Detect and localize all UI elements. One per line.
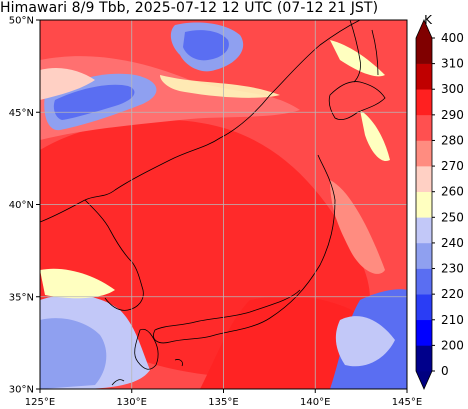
colorbar-label-200: 200 [441, 338, 464, 352]
longitude-ticks [39, 389, 408, 393]
colorbar-segment [416, 217, 432, 244]
colorbar-label-290: 290 [441, 108, 464, 122]
coastline-korea [84, 199, 144, 311]
colorbar-label-210: 210 [441, 313, 464, 327]
colorbar-unit: K [424, 13, 433, 27]
colorbar-labels: 200 210 220 230 240 250 260 270 280 290 300 310 400 0 [441, 31, 464, 378]
graticule [40, 20, 407, 389]
colorbar-segment [416, 191, 432, 218]
colorbar-ticks [432, 37, 435, 372]
colorbar-label-310: 310 [441, 57, 464, 71]
colorbar: K 200 210 220 230 240 250 260 270 280 290 300 310 40… [415, 13, 464, 390]
colorbar-segment [416, 63, 432, 90]
lon-label-140e: 140°E [300, 397, 330, 408]
colorbar-segments [415, 19, 433, 390]
coastline-sakhalin [349, 20, 361, 83]
lat-label-35n: 35°N [9, 292, 34, 303]
colorbar-label-220: 220 [441, 287, 464, 301]
tbb-field-cold-cloud-southwest-core [40, 318, 107, 389]
colorbar-label-400: 400 [441, 31, 464, 45]
coastlines [40, 20, 386, 386]
colorbar-segment [416, 345, 432, 372]
coastline-south-islands [111, 359, 183, 386]
tbb-field-cloud-band-east [330, 180, 385, 274]
coastline-kyushu [134, 328, 159, 370]
tbb-field-warm-southeast [200, 296, 383, 389]
lon-label-145e: 145°E [392, 397, 422, 408]
latitude-ticks [36, 19, 40, 390]
lat-label-40n: 40°N [9, 200, 34, 211]
tbb-field-cold-cloud-north-core [183, 30, 229, 61]
colorbar-label-300: 300 [441, 82, 464, 96]
colorbar-segment [416, 294, 432, 321]
colorbar-label-260: 260 [441, 185, 464, 199]
colorbar-label-230: 230 [441, 262, 464, 276]
colorbar-label-0: 0 [441, 364, 449, 378]
lat-label-50n: 50°N [9, 16, 34, 27]
coastline-mainland [40, 20, 361, 223]
colorbar-label-250: 250 [441, 210, 464, 224]
tbb-field-cloud-edge-southwest [40, 268, 115, 299]
tbb-field-cloud-edge-northeast [330, 40, 385, 77]
map-title: Himawari 8/9 Tbb, 2025-07-12 12 UTC (07-… [0, 0, 379, 16]
colorbar-extend-low [416, 371, 432, 389]
tbb-field-cold-cloud-southeast-fringe [335, 316, 395, 367]
colorbar-segment [416, 38, 432, 64]
coastline-hokkaido [328, 81, 386, 120]
colorbar-extend-high [416, 20, 432, 38]
colorbar-segment [416, 89, 432, 116]
colorbar-segment [416, 319, 432, 346]
colorbar-label-270: 270 [441, 159, 464, 173]
coastline-sakhalin-east [371, 29, 379, 76]
coastline-honshu [153, 154, 336, 344]
tbb-field-cold-cloud-west-fringe [40, 68, 95, 100]
colorbar-label-280: 280 [441, 133, 464, 147]
lon-label-125e: 125°E [25, 397, 55, 408]
lon-label-130e: 130°E [117, 397, 147, 408]
colorbar-segment [416, 114, 432, 141]
lat-label-30n: 30°N [9, 385, 34, 396]
colorbar-segment [416, 166, 432, 192]
colorbar-segment [416, 242, 432, 269]
tbb-field-cloud-edge-east [360, 110, 390, 161]
colorbar-segment [416, 268, 432, 295]
colorbar-label-240: 240 [441, 236, 464, 250]
lat-label-45n: 45°N [9, 108, 34, 119]
tbb-field-cold-cloud-west-core [53, 84, 135, 120]
tbb-field-cloud-edge-north [160, 75, 280, 98]
lon-label-135e: 135°E [208, 397, 238, 408]
colorbar-segment [416, 140, 432, 167]
